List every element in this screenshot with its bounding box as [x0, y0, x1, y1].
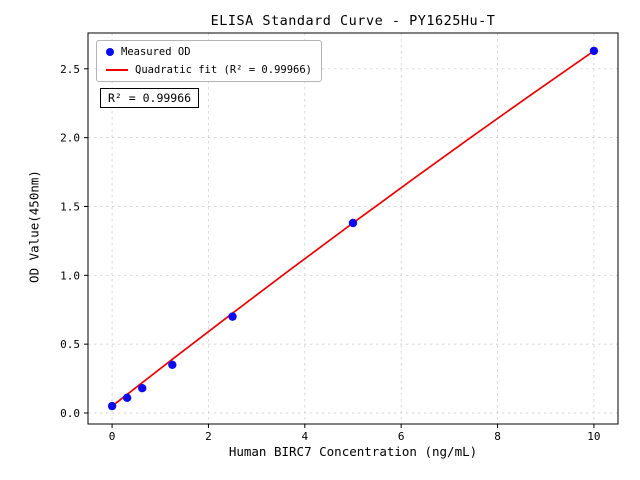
- line-marker-icon: [106, 68, 128, 71]
- r-squared-annotation: R² = 0.99966: [100, 88, 200, 108]
- y-tick-label: 2.5: [60, 63, 80, 76]
- legend-entry-quadratic-fit: Quadratic fit (R² = 0.99966): [106, 64, 312, 77]
- legend-entry-measured-od: Measured OD: [106, 46, 312, 59]
- scatter-marker-icon: [106, 48, 114, 57]
- y-tick-label: 2.0: [60, 132, 80, 145]
- x-axis-label: Human BIRC7 Concentration (ng/mL): [228, 444, 478, 459]
- y-tick-label: 0.0: [60, 407, 80, 420]
- x-tick-label: 6: [398, 430, 405, 443]
- data-point: [228, 312, 237, 321]
- data-point: [589, 46, 599, 56]
- tick-marks: [84, 68, 595, 428]
- legend-label-measured-od: Measured OD: [121, 46, 191, 58]
- y-tick-label: 1.5: [60, 200, 80, 213]
- legend-label-quadratic-fit: Quadratic fit (R² = 0.99966): [135, 63, 313, 76]
- legend: Measured OD Quadratic fit (R² = 0.99966): [96, 40, 323, 83]
- chart-title: ELISA Standard Curve - PY1625Hu-T: [210, 13, 496, 29]
- data-point: [122, 393, 132, 403]
- y-axis-label: OD Value(450nm): [26, 170, 42, 283]
- data-point: [138, 384, 147, 393]
- tick-labels: 0 2 4 6 8 10 0.0 0.5 1.0 1.5 2.0 2.5: [60, 63, 600, 443]
- y-tick-label: 0.5: [60, 338, 80, 351]
- x-tick-label: 4: [302, 430, 309, 443]
- measured-od-points: [107, 46, 599, 411]
- axes-frame: [87, 32, 619, 425]
- y-tick-label: 1.0: [60, 269, 80, 282]
- data-point: [348, 218, 358, 228]
- x-tick-label: 0: [109, 430, 116, 443]
- gridlines: [88, 33, 618, 424]
- data-point: [107, 401, 117, 411]
- data-point: [168, 360, 177, 369]
- x-tick-label: 2: [205, 430, 212, 443]
- x-tick-label: 8: [494, 430, 501, 443]
- x-tick-label: 10: [587, 430, 600, 443]
